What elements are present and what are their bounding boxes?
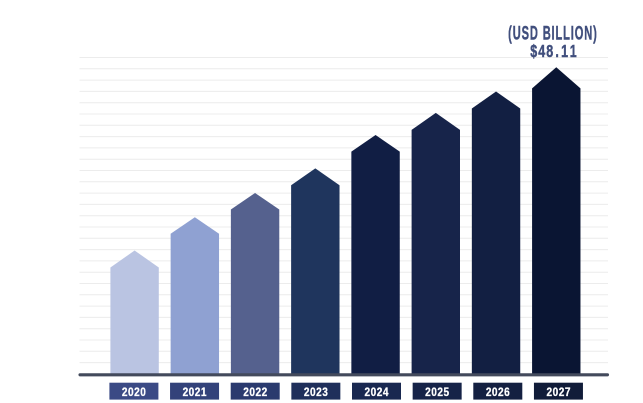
svg-text:(USD BILLION): (USD BILLION) — [508, 24, 597, 45]
svg-text:2022: 2022 — [243, 386, 267, 399]
svg-text:2024: 2024 — [365, 386, 390, 399]
svg-text:2020: 2020 — [122, 386, 146, 399]
svg-text:2025: 2025 — [425, 386, 449, 399]
svg-text:2023: 2023 — [304, 386, 328, 399]
svg-text:2026: 2026 — [486, 386, 510, 399]
svg-text:2021: 2021 — [183, 386, 207, 399]
svg-text:2027: 2027 — [546, 386, 570, 399]
svg-text:$48.11: $48.11 — [530, 42, 578, 62]
